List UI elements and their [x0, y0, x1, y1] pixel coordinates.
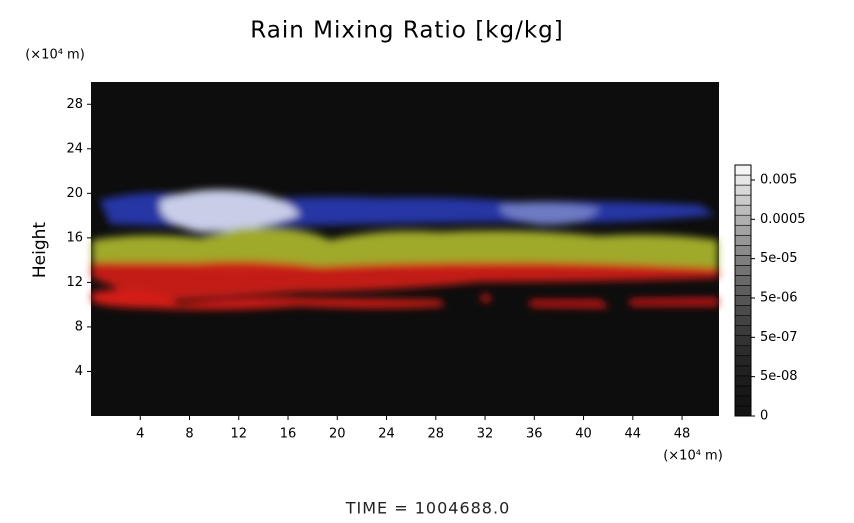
x-tick-label: 36: [526, 427, 543, 442]
colorbar-band: [734, 405, 752, 417]
colorbar-band: [734, 355, 752, 367]
x-tick-label: 24: [378, 427, 395, 442]
x-tick-label: 32: [477, 427, 494, 442]
x-unit: (×10⁴ m): [663, 449, 723, 464]
colorbar-band: [734, 164, 752, 176]
rendered-field: [92, 189, 718, 310]
y-unit: (×10⁴ m): [25, 48, 85, 63]
y-axis-label: Height: [30, 222, 50, 279]
x-tick-label: 8: [185, 427, 193, 442]
colorbar-band: [734, 345, 752, 357]
colorbar-band: [734, 375, 752, 387]
colorbar-tick-label: 0: [760, 409, 768, 424]
x-tick-label: 20: [329, 427, 346, 442]
colorbar-band: [734, 395, 752, 407]
colorbar-frame: [734, 164, 752, 417]
chart-title: Rain Mixing Ratio [kg/kg]: [250, 18, 563, 44]
colorbar-band: [734, 315, 752, 326]
colorbar-band: [734, 385, 752, 397]
x-tick-label: 4: [136, 427, 144, 442]
colorbar-band: [734, 335, 752, 347]
x-tick-label: 44: [625, 427, 642, 442]
colorbar-band: [734, 234, 752, 246]
y-tick-label: 20: [66, 186, 83, 201]
colorbar-band: [734, 245, 752, 256]
colorbar-band: [734, 184, 752, 196]
colorbar-band: [734, 295, 752, 306]
colorbar-band: [734, 204, 752, 216]
colorbar-tick-label: 5e-08: [760, 369, 798, 384]
colorbar-band: [734, 275, 752, 286]
colorbar-band: [734, 214, 752, 226]
colorbar: 0 5e-08 5e-07 5e-06 5e-05 0.0005 0.005: [734, 164, 806, 424]
colorbar-band: [734, 265, 752, 276]
x-tick-label: 12: [230, 427, 247, 442]
colorbar-tick-label: 5e-06: [760, 291, 798, 306]
colorbar-band: [734, 285, 752, 296]
y-tick-label: 28: [66, 97, 83, 112]
colorbar-band: [734, 325, 752, 336]
colorbar-tick-label: 5e-07: [760, 330, 798, 345]
colorbar-band: [734, 365, 752, 377]
colorbar-tick-label: 0.005: [760, 173, 797, 188]
colorbar-band: [734, 305, 752, 316]
time-label: TIME = 1004688.0: [345, 499, 511, 518]
colorbar-band: [734, 194, 752, 206]
y-tick-label: 24: [66, 141, 83, 156]
x-tick-label: 16: [280, 427, 297, 442]
colorbar-tick-label: 5e-05: [760, 251, 798, 266]
y-tick-label: 4: [75, 364, 83, 379]
y-tick-label: 8: [75, 319, 83, 334]
colorbar-tick-label: 0.0005: [760, 212, 806, 227]
colorbar-band: [734, 255, 752, 266]
x-tick-label: 48: [674, 427, 691, 442]
y-tick-label: 16: [66, 230, 83, 245]
x-tick-label: 40: [575, 427, 592, 442]
x-tick-label: 28: [428, 427, 445, 442]
colorbar-band: [734, 224, 752, 236]
colorbar-band: [734, 174, 752, 186]
y-tick-label: 12: [66, 275, 83, 290]
